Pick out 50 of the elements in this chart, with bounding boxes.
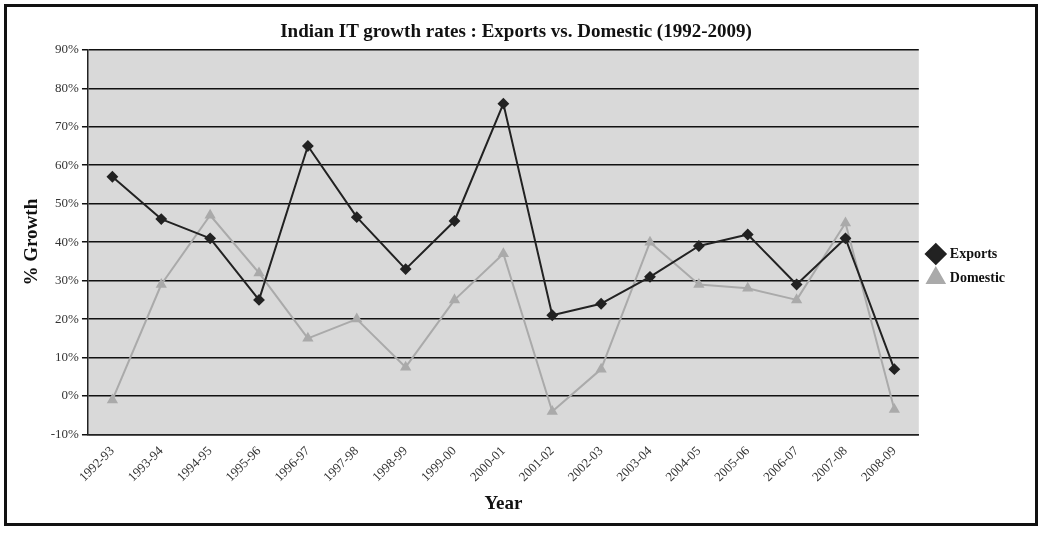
point: [498, 248, 509, 257]
point: [596, 363, 607, 373]
point: [742, 282, 753, 292]
y-tick-label: 0%: [61, 387, 80, 403]
point: [449, 294, 460, 304]
legend-label: Exports: [949, 245, 998, 261]
point: [107, 394, 118, 404]
point: [302, 140, 314, 152]
point: [449, 215, 461, 227]
y-tick-label: 20%: [55, 310, 80, 326]
point: [693, 240, 705, 252]
point: [156, 278, 167, 288]
point: [497, 98, 509, 110]
y-tick-label: 70%: [55, 118, 80, 134]
point: [155, 213, 167, 225]
point: [106, 171, 118, 183]
point: [302, 332, 313, 342]
y-tick-label: 10%: [55, 349, 80, 365]
point: [888, 363, 900, 375]
point: [204, 232, 216, 244]
point: [742, 228, 754, 240]
y-axis-title: % Growth: [20, 198, 42, 286]
point: [400, 361, 411, 371]
point: [693, 278, 704, 288]
point: [791, 294, 802, 304]
point: [351, 313, 362, 323]
point: [595, 298, 607, 310]
y-tick-label: 60%: [55, 156, 80, 172]
point: [644, 271, 656, 283]
y-tick-label: 40%: [55, 233, 80, 249]
point: [253, 294, 265, 306]
point: [791, 278, 803, 290]
y-tick-label: -10%: [50, 425, 80, 441]
y-tick-label: 90%: [55, 41, 80, 57]
x-axis-title: Year: [484, 491, 523, 513]
y-tick-label: 50%: [55, 195, 80, 211]
point: [254, 267, 264, 277]
point: [889, 404, 900, 413]
y-tick-label: 30%: [55, 272, 80, 288]
point: [205, 209, 216, 219]
point: [547, 405, 558, 415]
point: [351, 211, 363, 223]
y-tick-label: 80%: [55, 79, 80, 95]
point: [839, 232, 851, 244]
point: [400, 263, 412, 275]
point: [645, 236, 655, 246]
legend-label: Domestic: [949, 269, 1005, 285]
point: [840, 217, 851, 227]
chart-title: Indian IT growth rates : Exports vs. Domestic (1992-2009): [280, 20, 752, 43]
point: [546, 309, 558, 321]
